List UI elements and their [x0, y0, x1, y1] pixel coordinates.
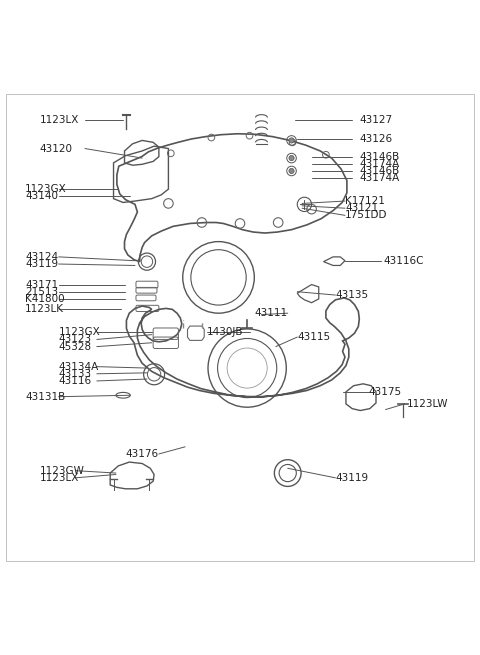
Text: 1751DD: 1751DD	[345, 210, 387, 220]
Text: 43174A: 43174A	[360, 159, 399, 169]
Text: K41800: K41800	[25, 294, 65, 304]
Text: 43131B: 43131B	[25, 392, 65, 402]
Text: 1123LX: 1123LX	[39, 115, 79, 125]
Text: 1123GX: 1123GX	[59, 328, 100, 337]
Text: 43127: 43127	[360, 115, 393, 125]
Text: 43119: 43119	[25, 259, 59, 269]
Text: 43146B: 43146B	[360, 166, 399, 176]
Text: 43135: 43135	[336, 290, 369, 300]
Text: 43120: 43120	[39, 143, 72, 153]
Text: 43116C: 43116C	[383, 255, 424, 266]
Text: 43174A: 43174A	[360, 173, 399, 183]
Text: 43146B: 43146B	[360, 152, 399, 162]
Text: 1123LK: 1123LK	[25, 305, 64, 314]
Text: K17121: K17121	[345, 196, 385, 206]
Text: 43175: 43175	[369, 387, 402, 397]
Text: 21513: 21513	[25, 287, 59, 297]
Text: 1123GX: 1123GX	[25, 184, 67, 194]
Text: 43133: 43133	[59, 369, 92, 379]
Text: 43126: 43126	[360, 134, 393, 144]
Text: 43111: 43111	[254, 309, 288, 318]
Text: 43123: 43123	[59, 335, 92, 345]
Text: 43119: 43119	[336, 473, 369, 483]
Text: 43116: 43116	[59, 376, 92, 386]
Text: 45328: 45328	[59, 342, 92, 352]
Text: 43121: 43121	[345, 203, 378, 213]
Text: 43124: 43124	[25, 252, 59, 262]
Text: 1123LX: 1123LX	[39, 473, 79, 483]
Text: 1123LW: 1123LW	[407, 399, 448, 409]
Text: 43115: 43115	[297, 332, 330, 342]
Circle shape	[289, 168, 294, 174]
Text: 43171: 43171	[25, 280, 59, 290]
Text: 1123GW: 1123GW	[39, 466, 84, 476]
Text: 43176: 43176	[125, 449, 158, 459]
Circle shape	[289, 138, 294, 143]
Text: 1430JB: 1430JB	[206, 328, 243, 337]
Circle shape	[289, 155, 294, 160]
Text: 43140: 43140	[25, 191, 58, 201]
Text: 43134A: 43134A	[59, 362, 99, 371]
